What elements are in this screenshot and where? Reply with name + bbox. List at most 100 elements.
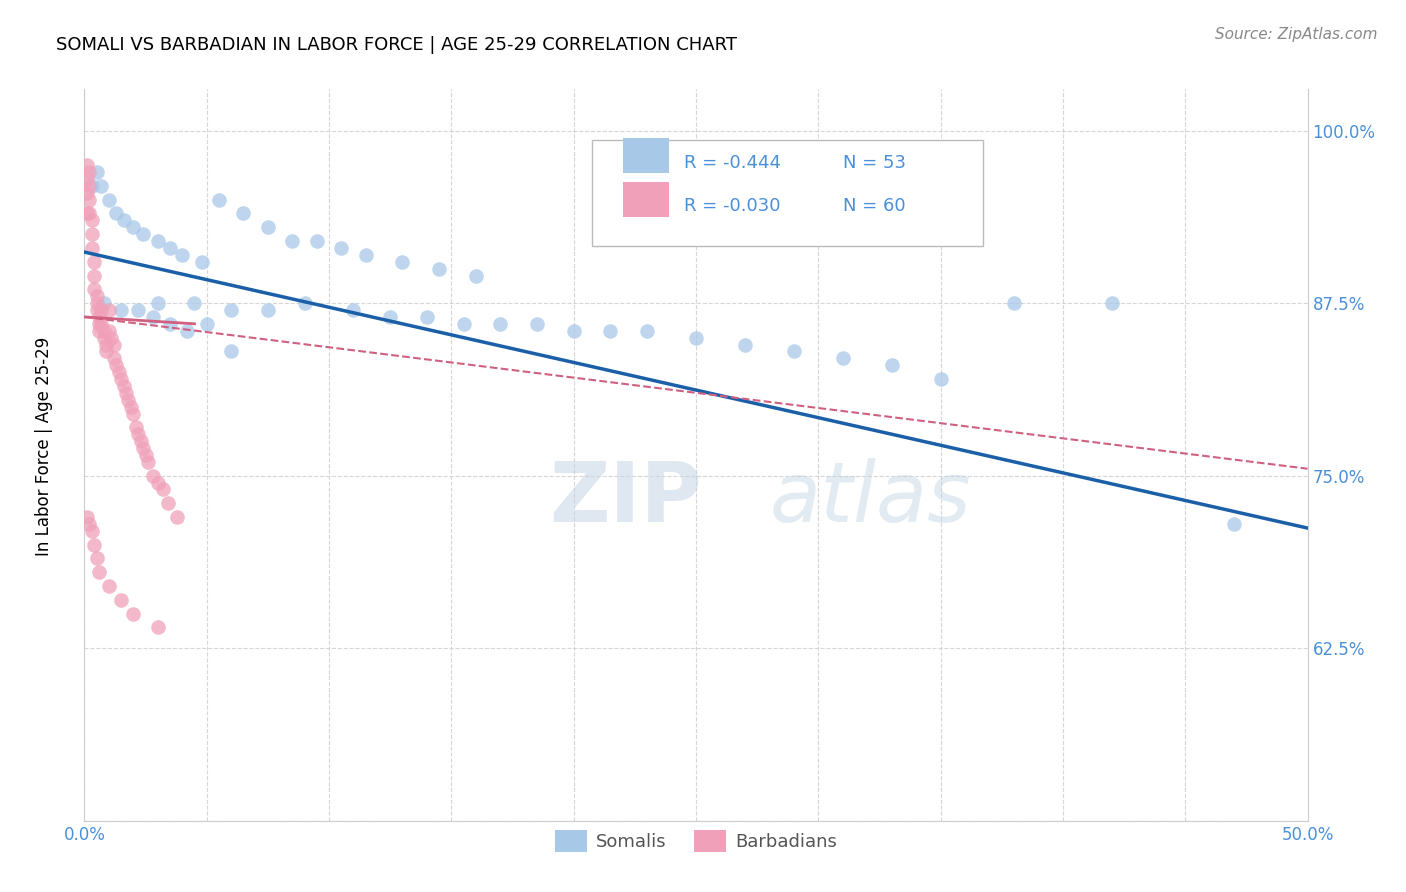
Point [129, 434, 152, 449]
Point [103, 351, 125, 366]
Point [208, 193, 231, 207]
Point [80, 227, 103, 241]
Point [132, 227, 155, 241]
Point [232, 206, 254, 220]
Point [146, 475, 169, 490]
Point [87, 324, 110, 338]
Point [96, 344, 118, 359]
Point [93, 296, 115, 310]
Point [83, 282, 105, 296]
Point [80, 241, 103, 255]
Text: In Labor Force | Age 25-29: In Labor Force | Age 25-29 [35, 336, 53, 556]
Point [93, 330, 115, 344]
Point [117, 392, 139, 407]
Point [489, 317, 512, 331]
Point [176, 324, 198, 338]
Point [90, 317, 112, 331]
Point [146, 234, 169, 248]
Point [146, 296, 169, 310]
Point [195, 317, 218, 331]
Point [93, 324, 115, 338]
Text: N = 60: N = 60 [842, 197, 905, 216]
Point [87, 317, 110, 331]
Point [80, 178, 103, 193]
Point [83, 254, 105, 268]
Point [636, 324, 658, 338]
Text: SOMALI VS BARBADIAN IN LABOR FORCE | AGE 25-29 CORRELATION CHART: SOMALI VS BARBADIAN IN LABOR FORCE | AGE… [56, 36, 737, 54]
Point [97, 324, 120, 338]
Point [929, 372, 952, 386]
Point [427, 261, 450, 276]
Text: ZIP: ZIP [550, 458, 702, 540]
Point [219, 344, 242, 359]
Point [783, 344, 806, 359]
Text: N = 53: N = 53 [842, 153, 905, 171]
Point [115, 385, 138, 400]
Point [257, 220, 280, 235]
Point [464, 268, 486, 283]
Point [87, 310, 110, 324]
Point [110, 303, 132, 318]
Point [132, 441, 155, 455]
Point [80, 213, 103, 227]
Point [354, 248, 377, 262]
Point [127, 427, 149, 442]
Point [76, 172, 98, 186]
Point [1002, 296, 1025, 310]
Point [330, 241, 353, 255]
Point [96, 337, 118, 351]
Point [97, 193, 120, 207]
Legend: Somalis, Barbadians: Somalis, Barbadians [547, 822, 845, 859]
Point [83, 538, 105, 552]
Point [76, 186, 98, 200]
Point [136, 455, 159, 469]
Point [112, 213, 135, 227]
Point [77, 178, 100, 193]
Point [83, 268, 105, 283]
Point [125, 420, 148, 434]
Point [135, 448, 157, 462]
Point [152, 483, 174, 497]
Point [146, 620, 169, 634]
Point [122, 607, 145, 621]
Point [191, 254, 214, 268]
Point [107, 365, 129, 379]
Point [831, 351, 853, 366]
Point [1223, 516, 1246, 531]
Point [172, 248, 194, 262]
Point [112, 379, 135, 393]
Point [156, 496, 179, 510]
Point [380, 310, 402, 324]
Point [416, 310, 439, 324]
Text: atlas: atlas [769, 458, 972, 540]
Point [86, 289, 108, 303]
Point [142, 468, 165, 483]
Point [342, 303, 364, 318]
Point [86, 551, 108, 566]
Bar [623, 138, 669, 173]
Point [734, 337, 756, 351]
Point [77, 206, 100, 220]
Point [86, 165, 108, 179]
Point [86, 303, 108, 318]
Point [122, 220, 145, 235]
Point [453, 317, 475, 331]
Point [685, 330, 707, 344]
Point [142, 310, 165, 324]
Point [103, 337, 125, 351]
Point [76, 510, 98, 524]
Text: Source: ZipAtlas.com: Source: ZipAtlas.com [1215, 27, 1378, 42]
Point [97, 303, 120, 318]
Point [80, 524, 103, 538]
Point [1101, 296, 1123, 310]
Point [110, 372, 132, 386]
Point [122, 407, 145, 421]
Point [110, 592, 132, 607]
Point [76, 206, 98, 220]
Point [97, 579, 120, 593]
Point [127, 303, 149, 318]
Point [166, 510, 188, 524]
Text: R = -0.030: R = -0.030 [683, 197, 780, 216]
Point [77, 165, 100, 179]
Point [77, 516, 100, 531]
